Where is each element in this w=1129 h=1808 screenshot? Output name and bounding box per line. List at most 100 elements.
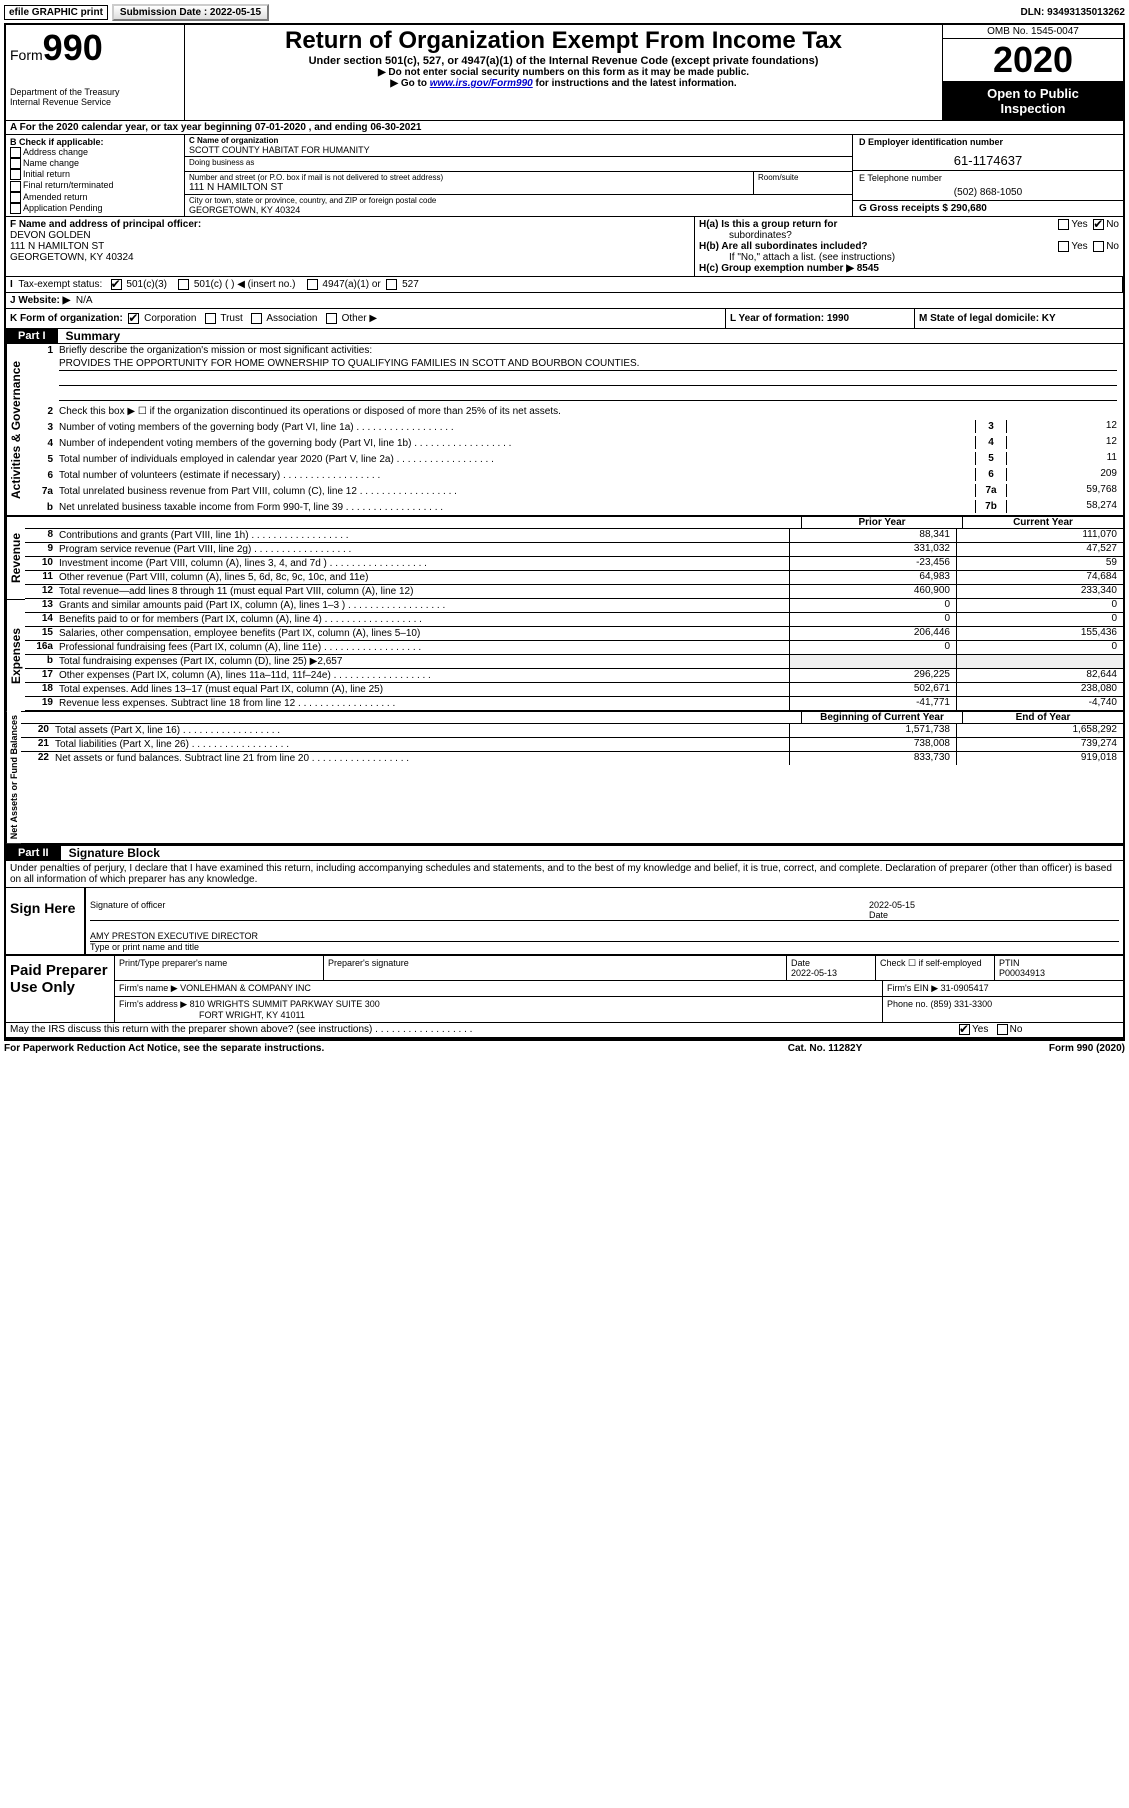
row-klm: K Form of organization: Corporation Trus… [6, 309, 1123, 329]
l3-val: 12 [1007, 420, 1123, 433]
chk-hb-no[interactable] [1093, 241, 1104, 252]
l11-desc: Other revenue (Part VIII, column (A), li… [59, 571, 789, 584]
b-header: B Check if applicable: [10, 137, 180, 147]
lbl-final-return: Final return/terminated [23, 180, 114, 190]
chk-501c3[interactable] [111, 279, 122, 290]
l22-prior: 833,730 [789, 752, 956, 765]
chk-trust[interactable] [205, 313, 216, 324]
irs-link[interactable]: www.irs.gov/Form990 [430, 78, 533, 89]
part2-header: Part II Signature Block [6, 844, 1123, 861]
chk-amended[interactable] [10, 192, 21, 203]
org-city: GEORGETOWN, KY 40324 [189, 205, 848, 215]
form-header: Form990 Department of the Treasury Inter… [6, 25, 1123, 121]
lbl-assoc: Association [266, 313, 317, 324]
lbl-discuss-yes: Yes [972, 1025, 988, 1036]
discuss-label: May the IRS discuss this return with the… [6, 1023, 955, 1036]
form-label: Form [10, 47, 43, 63]
chk-assoc[interactable] [251, 313, 262, 324]
l4-desc: Number of independent voting members of … [59, 438, 975, 449]
part2-title: Signature Block [61, 846, 160, 860]
lbl-yes-1: Yes [1071, 219, 1087, 230]
l20-curr: 1,658,292 [956, 724, 1123, 737]
chk-corp[interactable] [128, 313, 139, 324]
l12-desc: Total revenue—add lines 8 through 11 (mu… [59, 585, 789, 598]
chk-527[interactable] [386, 279, 397, 290]
lbl-527: 527 [402, 279, 419, 290]
lbl-trust: Trust [220, 313, 242, 324]
chk-address-change[interactable] [10, 147, 21, 158]
chk-pending[interactable] [10, 203, 21, 214]
l8-prior: 88,341 [789, 529, 956, 542]
paid-label: Paid Preparer Use Only [6, 956, 115, 1022]
chk-discuss-yes[interactable] [959, 1024, 970, 1035]
paid-preparer-block: Paid Preparer Use Only Print/Type prepar… [6, 955, 1123, 1022]
city-label: City or town, state or province, country… [189, 196, 848, 205]
l9-prior: 331,032 [789, 543, 956, 556]
l15-prior: 206,446 [789, 627, 956, 640]
footer-left: For Paperwork Reduction Act Notice, see … [4, 1043, 725, 1054]
firm-phone: Phone no. (859) 331-3300 [883, 997, 1123, 1022]
penalties-text: Under penalties of perjury, I declare th… [6, 861, 1123, 887]
l7a-val: 59,768 [1007, 484, 1123, 497]
l17-desc: Other expenses (Part IX, column (A), lin… [59, 669, 789, 682]
l6-desc: Total number of volunteers (estimate if … [59, 470, 975, 481]
chk-initial-return[interactable] [10, 169, 21, 180]
submission-date-button[interactable]: Submission Date : 2022-05-15 [112, 4, 269, 21]
lbl-501c: 501(c) ( ) ◀ (insert no.) [194, 279, 296, 290]
hb-label: H(b) Are all subordinates included? [699, 241, 868, 252]
chk-name-change[interactable] [10, 158, 21, 169]
footer-center: Cat. No. 11282Y [725, 1043, 925, 1054]
l19-desc: Revenue less expenses. Subtract line 18 … [59, 697, 789, 710]
i-label: Tax-exempt status: [18, 279, 102, 290]
col-h-group: H(a) Is this a group return for Yes No s… [695, 217, 1123, 276]
l20-prior: 1,571,738 [789, 724, 956, 737]
mission-blank-2 [59, 386, 1117, 401]
website-value: N/A [76, 295, 93, 306]
l7b-val: 58,274 [1007, 500, 1123, 513]
chk-ha-no[interactable] [1093, 219, 1104, 230]
l21-desc: Total liabilities (Part X, line 26) [55, 738, 789, 751]
m-domicile: M State of legal domicile: KY [919, 313, 1056, 324]
paid-h5: PTIN [999, 958, 1020, 968]
col-cd: C Name of organization SCOTT COUNTY HABI… [185, 135, 1123, 216]
lbl-amended: Amended return [23, 192, 88, 202]
header-left: Form990 Department of the Treasury Inter… [6, 25, 185, 120]
chk-ha-yes[interactable] [1058, 219, 1069, 230]
lbl-no-2: No [1106, 241, 1119, 252]
section-netassets-wrap: Net Assets or Fund Balances Beginning of… [6, 711, 1123, 844]
goto-pre: ▶ Go to [390, 78, 429, 89]
chk-final-return[interactable] [10, 181, 21, 192]
l21-prior: 738,008 [789, 738, 956, 751]
mission-blank-1 [59, 371, 1117, 386]
lbl-other: Other ▶ [342, 313, 377, 324]
tax-year: 2020 [943, 39, 1123, 82]
open-public-badge: Open to Public Inspection [943, 82, 1123, 120]
l5-desc: Total number of individuals employed in … [59, 454, 975, 465]
chk-4947[interactable] [307, 279, 318, 290]
l16b-curr [956, 655, 1123, 668]
sig-date-label: Date [869, 910, 888, 920]
chk-hb-yes[interactable] [1058, 241, 1069, 252]
row-i: I Tax-exempt status: 501(c)(3) 501(c) ( … [6, 277, 1123, 293]
l16a-desc: Professional fundraising fees (Part IX, … [59, 641, 789, 654]
chk-discuss-no[interactable] [997, 1024, 1008, 1035]
paid-h3: Date [791, 958, 810, 968]
paid-h1: Print/Type preparer's name [115, 956, 324, 980]
l7b-desc: Net unrelated business taxable income fr… [59, 502, 975, 513]
chk-other[interactable] [326, 313, 337, 324]
form-number: 990 [43, 27, 103, 68]
l12-curr: 233,340 [956, 585, 1123, 598]
paid-h4: Check ☐ if self-employed [876, 956, 995, 980]
l19-curr: -4,740 [956, 697, 1123, 710]
firm-ein: Firm's EIN ▶ 31-0905417 [883, 981, 1123, 996]
lbl-pending: Application Pending [23, 203, 103, 213]
irs-label: Internal Revenue Service [10, 97, 180, 107]
top-bar: efile GRAPHIC print Submission Date : 20… [4, 4, 1125, 21]
ein-value: 61-1174637 [859, 147, 1117, 168]
l21-curr: 739,274 [956, 738, 1123, 751]
l5-val: 11 [1007, 452, 1123, 465]
sidebar-expenses: Expenses [6, 599, 25, 711]
form-title: Return of Organization Exempt From Incom… [191, 27, 936, 55]
part1-title: Summary [58, 329, 121, 343]
chk-501c[interactable] [178, 279, 189, 290]
